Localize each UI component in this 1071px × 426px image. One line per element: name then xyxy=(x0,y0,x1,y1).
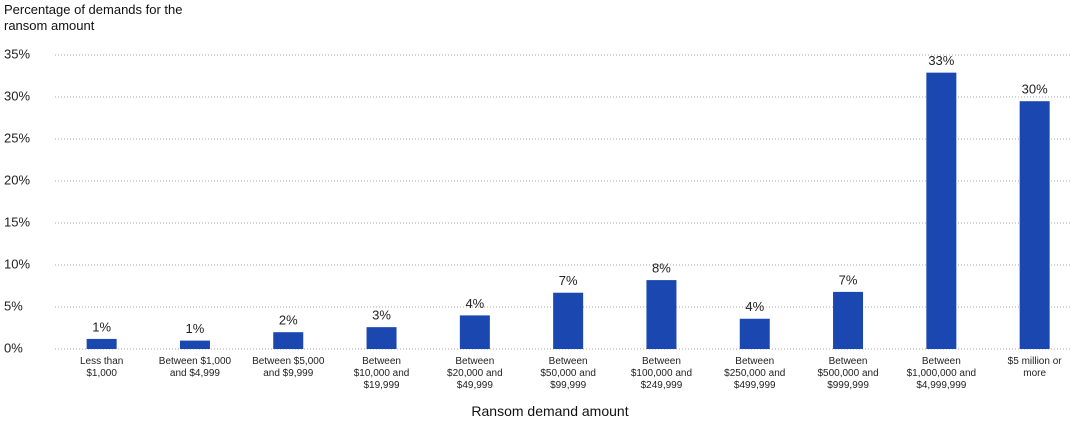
x-tick-label: $5 million or more xyxy=(1007,356,1062,379)
data-label: 1% xyxy=(186,321,205,336)
data-label: 4% xyxy=(745,299,764,314)
data-label: 8% xyxy=(652,261,671,276)
bar xyxy=(459,315,490,349)
data-label: 4% xyxy=(465,296,484,311)
y-tick-label: 10% xyxy=(4,256,30,271)
data-label: 7% xyxy=(839,272,858,287)
x-tick-label: Between $10,000 and $19,999 xyxy=(353,356,410,391)
bar xyxy=(366,327,397,349)
x-tick-label: Between $1,000,000 and $4,999,999 xyxy=(906,356,977,391)
bar xyxy=(926,72,957,349)
bar xyxy=(833,291,864,349)
x-tick-label: Between $20,000 and $49,999 xyxy=(447,356,503,391)
y-tick-label: 0% xyxy=(4,340,23,355)
x-tick-label: Between $100,000 and $249,999 xyxy=(630,356,693,391)
y-tick-label: 20% xyxy=(4,172,30,187)
bar xyxy=(646,280,677,349)
bar xyxy=(86,338,117,349)
y-tick-label: 15% xyxy=(4,214,30,229)
bar xyxy=(553,292,584,349)
y-tick-label: 35% xyxy=(4,46,30,61)
bar xyxy=(179,340,210,349)
y-tick-label: 30% xyxy=(4,88,30,103)
data-label: 33% xyxy=(928,53,954,68)
x-tick-label: Between $500,000 and $999,999 xyxy=(817,356,879,391)
x-axis-title: Ransom demand amount xyxy=(471,403,629,419)
y-tick-label: 5% xyxy=(4,298,23,313)
data-label: 30% xyxy=(1022,82,1048,97)
y-tick-label: 25% xyxy=(4,130,30,145)
x-tick-label: Between $50,000 and $99,999 xyxy=(540,356,596,391)
data-label: 7% xyxy=(559,273,578,288)
data-label: 2% xyxy=(279,313,298,328)
y-axis-title: Percentage of demands for the ransom amo… xyxy=(4,2,183,33)
data-label: 1% xyxy=(92,319,111,334)
x-tick-label: Between $1,000 and $4,999 xyxy=(158,356,232,379)
bar xyxy=(273,332,304,349)
bar xyxy=(1019,101,1050,349)
x-tick-label: Between $5,000 and $9,999 xyxy=(252,356,325,379)
bar xyxy=(739,318,770,349)
x-tick-label: Less than $1,000 xyxy=(79,356,124,379)
data-label: 3% xyxy=(372,308,391,323)
x-tick-label: Between $250,000 and $499,999 xyxy=(724,356,786,391)
